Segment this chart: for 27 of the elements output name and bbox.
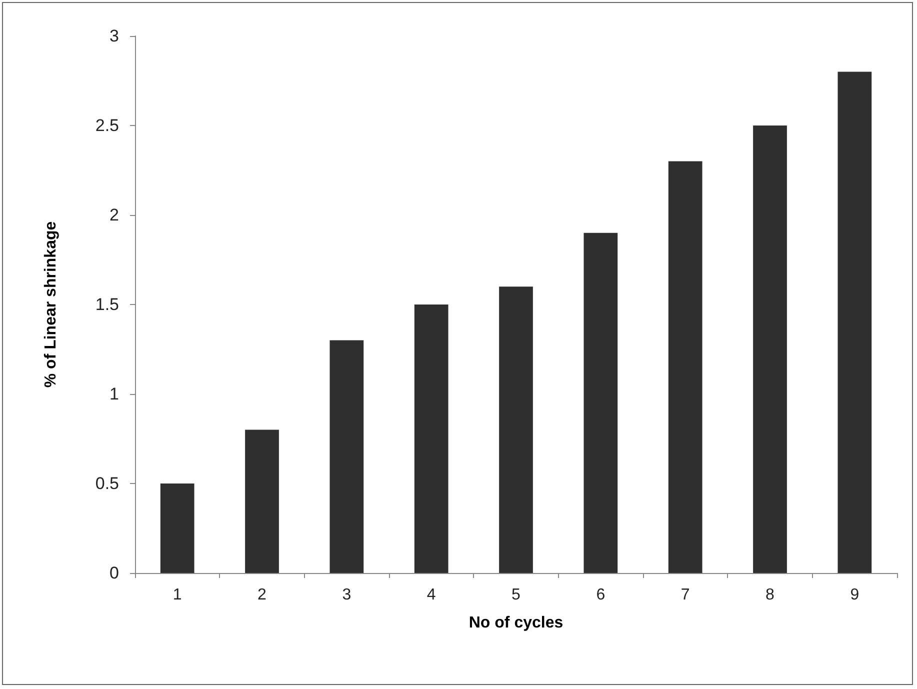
x-tick-label: 6 [596,586,606,604]
x-tick-label: 2 [258,586,267,604]
y-tick-label: 1 [110,384,119,404]
x-axis-title: No of cycles [468,614,564,632]
y-tick-label: 3 [110,26,119,46]
x-tick-label: 8 [766,586,775,604]
bar [330,340,364,573]
y-tick-label: 2.5 [95,116,119,135]
bar [584,232,618,573]
x-tick-label: 4 [426,586,436,604]
bar [838,72,872,573]
bar [668,161,702,573]
x-tick-label: 5 [512,586,521,604]
x-tick-label: 1 [172,586,182,604]
bar [499,286,533,573]
y-axis-title: % of Linear shrinkage [42,221,60,388]
y-tick-label: 1.5 [95,295,119,314]
x-tick-label: 9 [850,586,860,604]
bar [245,430,279,573]
y-tick-label: 2 [110,206,119,224]
bar [753,126,787,573]
x-tick-label: 3 [342,586,352,604]
y-tick-label: 0 [110,564,119,582]
bar [414,304,448,573]
bar [160,484,194,573]
x-tick-label: 7 [680,586,690,604]
y-tick-label: 0.5 [95,474,119,493]
